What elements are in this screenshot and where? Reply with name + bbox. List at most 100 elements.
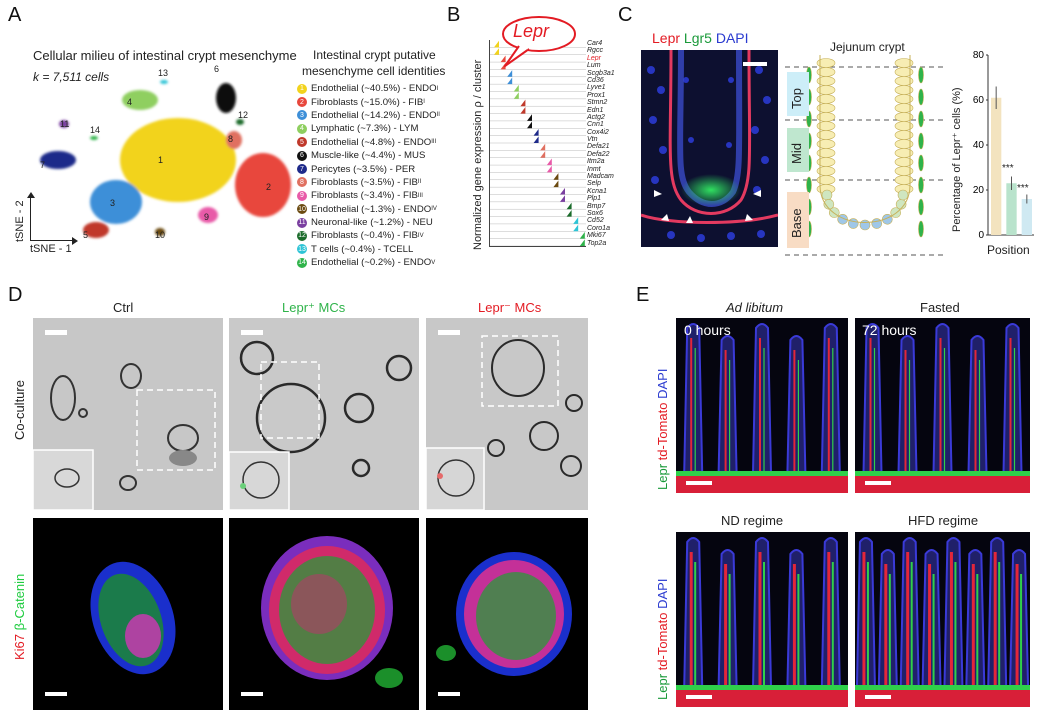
stain-dapi: DAPI: [715, 30, 749, 46]
scale-bar: [865, 695, 891, 699]
gene-label: Lum: [587, 62, 601, 70]
cluster-legend-item: 13 T cells (~0.4%) - TCELL: [297, 243, 467, 256]
villus: [932, 323, 953, 474]
villus: [1009, 549, 1030, 688]
panel-d-label: D: [8, 284, 23, 306]
cluster-number-badge: 12: [297, 230, 307, 241]
stain-lepr-e1: Lepr: [655, 463, 670, 490]
cluster-1-points: [120, 118, 236, 202]
cluster-legend-superscript: III: [431, 139, 437, 146]
villus: [1002, 323, 1023, 474]
violin-shape: [546, 165, 552, 173]
cluster-legend-item: 4 Lymphatic (~7.3%) - LYM: [297, 122, 467, 135]
villus: [921, 549, 942, 688]
violin-shape: [566, 209, 572, 217]
gene-label: Scgb3a1: [587, 69, 615, 77]
violin-shape: [527, 121, 532, 129]
cluster-number-badge: 13: [297, 244, 307, 255]
cluster-legend-superscript: IV: [417, 232, 424, 239]
cluster-2-points: [235, 153, 291, 217]
violin-plot: [490, 40, 586, 246]
villus: [786, 335, 807, 474]
cluster-7-points: [40, 151, 76, 169]
cluster-legend-superscript: IV: [431, 206, 437, 213]
gene-label: Actg2: [587, 113, 605, 121]
violin-shape: [533, 129, 539, 136]
jejunum-crypt-title: Jejunum crypt: [830, 40, 905, 54]
tsne-axis-x-arrow: [72, 237, 78, 245]
submucosa-green: [676, 471, 848, 476]
panel-a-title: Cellular milieu of intestinal crypt mese…: [33, 48, 297, 63]
cluster-legend-superscript: II: [417, 179, 422, 186]
cluster-number-badge: 2: [297, 97, 307, 108]
lepr-callout-text: Lepr: [513, 21, 550, 41]
col-lepr-pos-title: Lepr⁺ MCs: [282, 300, 346, 315]
muscle-layer: [676, 690, 848, 707]
map-label-8: 8: [228, 134, 233, 144]
row-coculture-label: Co-culture: [12, 380, 27, 440]
tsne-y-label: tSNE - 2: [14, 200, 26, 242]
violin-shape: [560, 195, 565, 202]
gene-label: Cnn1: [587, 121, 604, 129]
zone-top-box: [787, 72, 809, 116]
gene-label: Defa21: [587, 143, 610, 151]
stain-td-e1: td-Tomato: [655, 402, 670, 461]
zone-base-label: Base: [789, 208, 804, 238]
ctrl-brightfield-image: [33, 318, 223, 510]
violin-shape: [500, 55, 506, 63]
stain-td-e2: td-Tomato: [655, 612, 670, 671]
cluster-legend-item: 8 Fibroblasts (~3.5%) - FIB II: [297, 176, 467, 189]
cluster-legend-item: 6 Muscle-like (~4.4%) - MUS: [297, 149, 467, 162]
gene-label: Defa22: [587, 150, 610, 158]
tsne-x-label: tSNE - 1: [30, 243, 72, 255]
cluster-5-points: [83, 222, 109, 238]
violin-shape: [494, 40, 499, 48]
violin-shape: [520, 106, 526, 114]
villus: [752, 323, 772, 474]
cluster-legend: 1 Endothelial (~40.5%) - ENDO I 2 Fibroblast…: [297, 82, 467, 269]
violin-shape: [553, 180, 559, 188]
violin-shape: [579, 232, 585, 239]
hfd-regime-image: [855, 532, 1030, 707]
cluster-legend-text: Lymphatic (~7.3%) - LYM: [311, 123, 419, 135]
cluster-number-badge: 4: [297, 123, 307, 134]
villus: [877, 549, 898, 688]
submucosa-green: [676, 685, 848, 690]
cluster-legend-superscript: I: [436, 85, 439, 92]
stain-bcatenin: β-Catenin: [12, 573, 27, 631]
gene-label: Prox1: [587, 91, 606, 99]
lepr-neg-brightfield-image: [426, 318, 588, 510]
cluster-legend-item: 3 Endothelial (~14.2%) - ENDO II: [297, 109, 467, 122]
cluster-legend-superscript: I: [423, 99, 425, 106]
cluster-legend-superscript: III: [417, 192, 423, 199]
stain-legend-c: Lepr Lgr5 DAPI: [652, 30, 749, 46]
map-label-9: 9: [204, 212, 209, 222]
gene-label: Plp1: [587, 195, 602, 203]
villus: [786, 549, 807, 688]
villus: [862, 323, 883, 474]
cluster-legend-text: Endothelial (~40.5%) - ENDO: [311, 83, 437, 95]
cluster-14-points: [90, 136, 98, 140]
hfd-regime-title: HFD regime: [908, 513, 979, 528]
mesenchymal-cell: [806, 176, 812, 194]
map-label-6: 6: [214, 64, 219, 74]
gene-label: Mki67: [587, 232, 606, 240]
villus: [752, 537, 772, 688]
cluster-9-points: [198, 207, 218, 223]
violin-plot-frame: [489, 40, 586, 247]
cluster-3-points: [90, 180, 142, 224]
cluster-legend-title-1: Intestinal crypt putative: [313, 48, 436, 62]
violin-shape: [500, 62, 506, 70]
mesenchymal-cell: [918, 132, 924, 150]
gene-label: Stmn2: [587, 99, 608, 107]
mesenchymal-cell: [918, 176, 924, 194]
significance-base: ***: [1017, 183, 1029, 194]
cluster-number-badge: 10: [297, 204, 307, 215]
cluster-8-points: [226, 131, 242, 149]
map-label-5: 5: [83, 230, 88, 240]
cluster-legend-title-2: mesenchyme cell identities: [302, 64, 446, 78]
villus: [967, 335, 988, 474]
violin-shape: [513, 84, 519, 92]
fasted-title: Fasted: [920, 300, 960, 315]
panel-e-label: E: [636, 284, 650, 306]
